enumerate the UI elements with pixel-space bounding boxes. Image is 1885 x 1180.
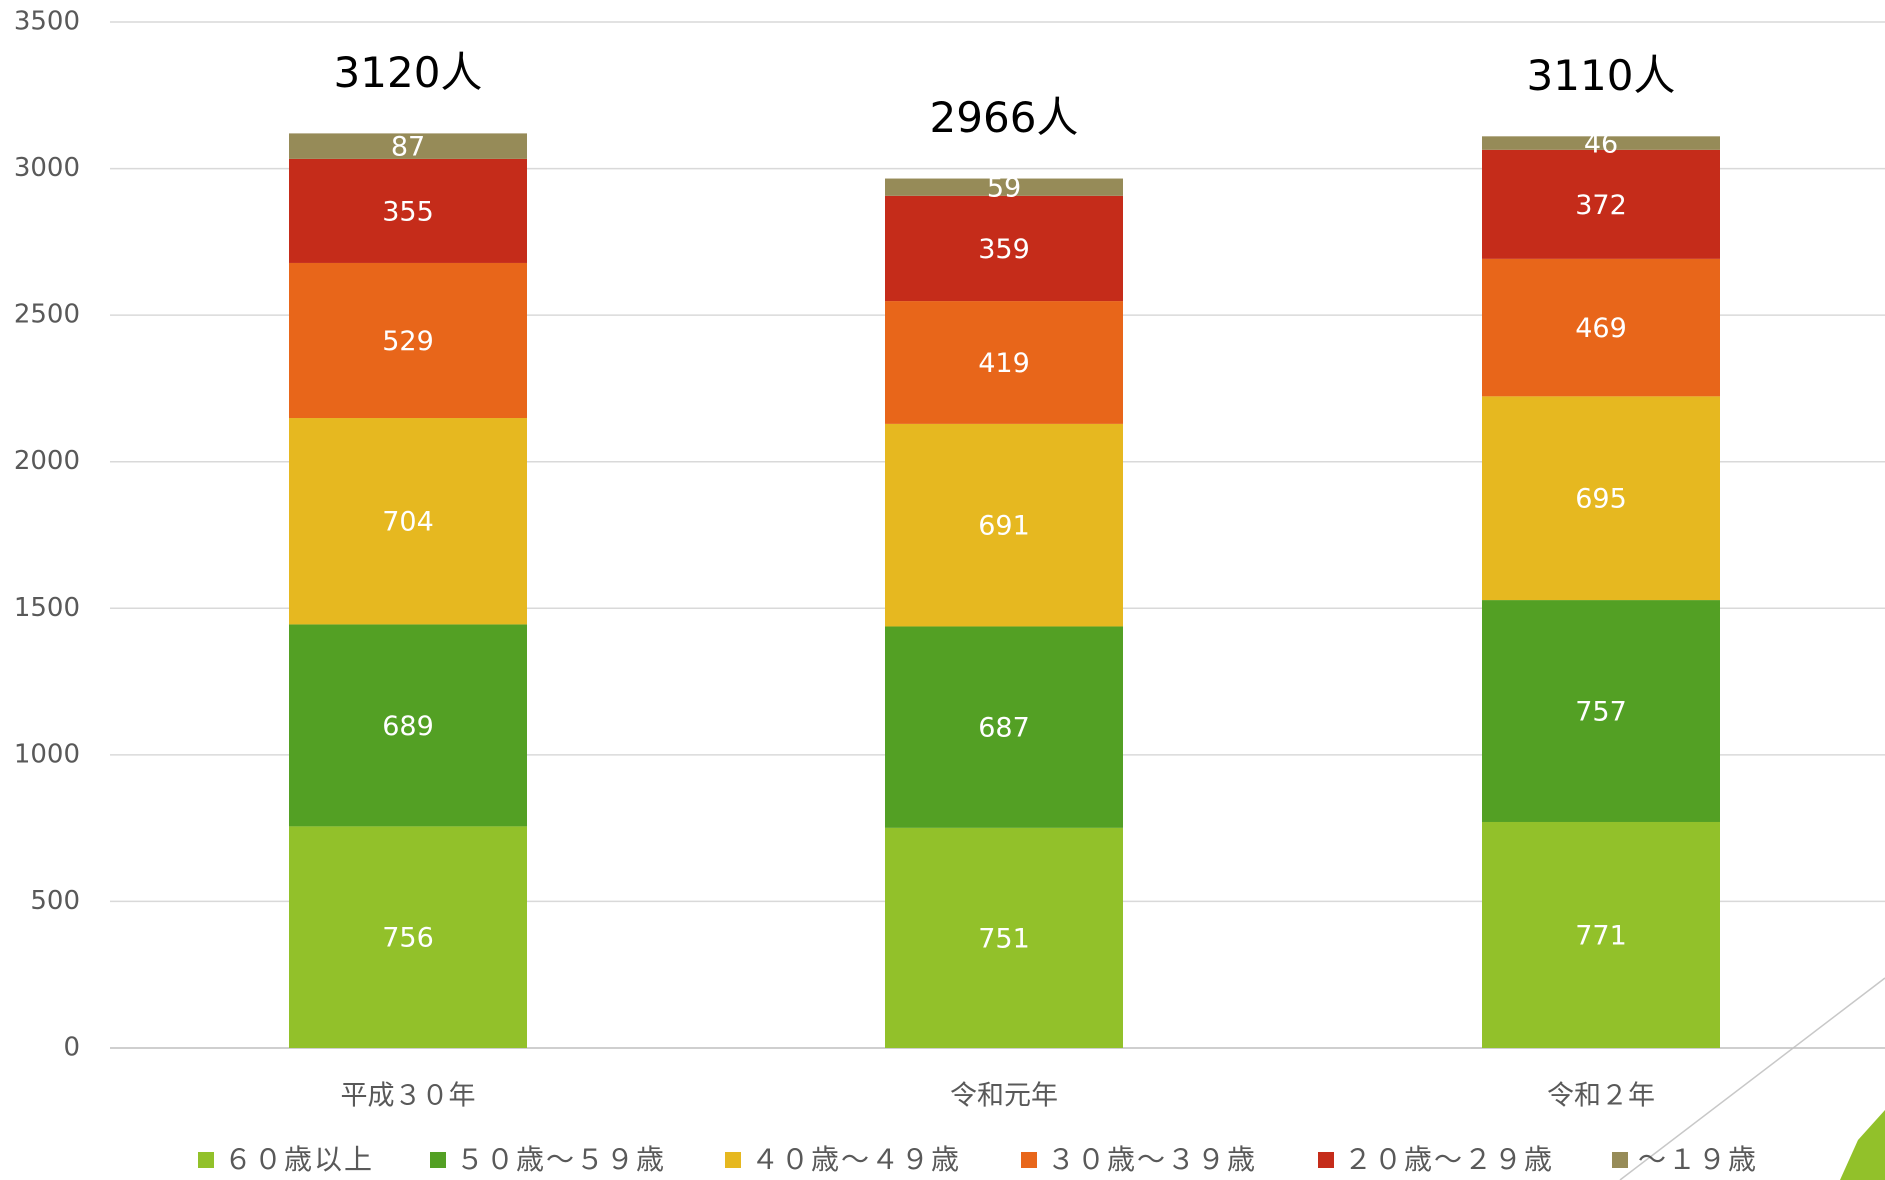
legend-swatch (430, 1152, 446, 1168)
legend-label: ４０歳～４９歳 (751, 1143, 961, 1176)
chart: 0 500 1000 1500 2000 2500 3000 3500 平成３０年 756 689 7… (0, 0, 1885, 1180)
total-label: 2966人 (930, 93, 1079, 142)
legend-swatch (1318, 1152, 1334, 1168)
data-label: 704 (382, 507, 434, 538)
decoration-triangle (1840, 1110, 1885, 1180)
data-label: 689 (382, 711, 434, 742)
x-tick-label: 平成３０年 (341, 1081, 476, 1112)
data-label: 87 (391, 132, 425, 163)
legend-swatch (198, 1152, 214, 1168)
y-tick-label: 0 (63, 1033, 80, 1063)
data-label: 355 (382, 196, 434, 227)
legend-swatch (1612, 1152, 1628, 1168)
data-label: 359 (978, 234, 1030, 265)
data-label: 691 (978, 511, 1030, 542)
y-tick-label: 2000 (14, 446, 80, 476)
x-tick-label: 令和２年 (1547, 1081, 1655, 1112)
y-tick-label: 3000 (14, 153, 80, 183)
legend-label: ５０歳～５９歳 (456, 1143, 666, 1176)
data-label: 771 (1575, 920, 1627, 951)
data-label: 687 (978, 713, 1030, 744)
y-tick-label: 500 (30, 886, 80, 916)
y-tick-label: 3500 (14, 7, 80, 37)
data-label: 695 (1575, 484, 1627, 515)
data-label: 372 (1575, 190, 1627, 221)
y-tick-label: 2500 (14, 300, 80, 330)
data-label: 529 (382, 326, 434, 357)
legend-swatch (725, 1152, 741, 1168)
total-label: 3110人 (1527, 51, 1676, 100)
data-label: 756 (382, 923, 434, 954)
data-label: 757 (1575, 697, 1627, 728)
data-label: 46 (1584, 129, 1618, 160)
legend-label: ～１９歳 (1638, 1143, 1758, 1176)
legend-swatch (1021, 1152, 1037, 1168)
data-label: 751 (978, 923, 1030, 954)
data-label: 469 (1575, 313, 1627, 344)
legend-label: ６０歳以上 (224, 1143, 374, 1176)
x-tick-label: 令和元年 (950, 1081, 1058, 1112)
legend-label: ２０歳～２９歳 (1344, 1143, 1554, 1176)
data-label: 59 (987, 173, 1021, 204)
total-label: 3120人 (334, 48, 483, 97)
legend-label: ３０歳～３９歳 (1047, 1143, 1257, 1176)
data-label: 419 (978, 348, 1030, 379)
y-tick-label: 1000 (14, 739, 80, 769)
y-tick-label: 1500 (14, 593, 80, 623)
